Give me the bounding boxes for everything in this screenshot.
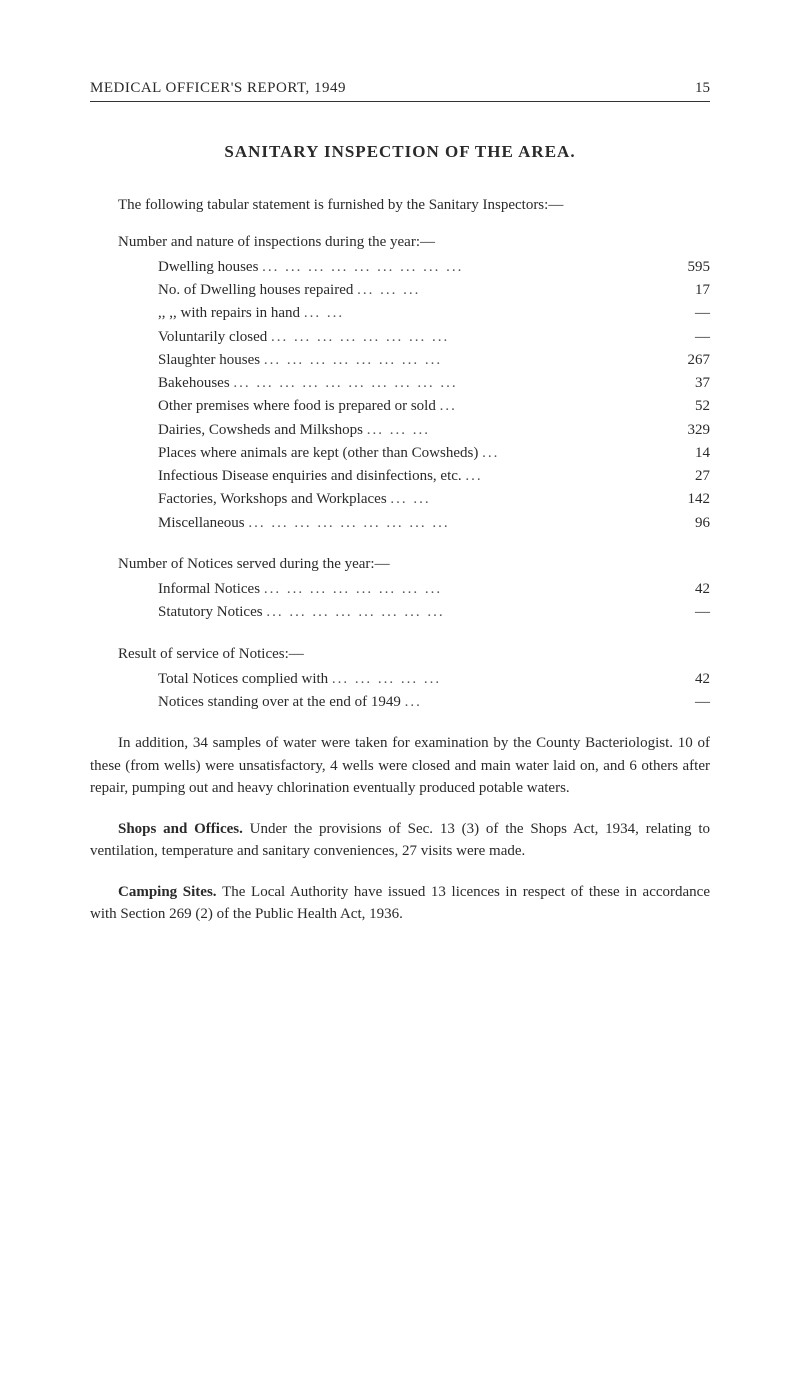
list-item: Miscellaneous ... ... ... ... ... ... ..…: [158, 512, 710, 535]
paragraphs-container: In addition, 34 samples of water were ta…: [90, 732, 710, 926]
list-item: Dwelling houses ... ... ... ... ... ... …: [158, 256, 710, 279]
leader-dots: ... ... ... ... ...: [332, 671, 441, 687]
list-item-value: —: [650, 601, 710, 624]
list-item: Infectious Disease enquiries and disinfe…: [158, 465, 710, 488]
leader-dots: ... ... ... ... ... ... ... ...: [264, 581, 442, 597]
list-item-value: —: [650, 326, 710, 349]
list-item: Informal Notices ... ... ... ... ... ...…: [158, 578, 710, 601]
list-item-label: ,, ,, with repairs in hand ... ...: [158, 302, 650, 325]
list-item-value: 14: [650, 442, 710, 465]
list-item-value: 96: [650, 512, 710, 535]
list-item: Notices standing over at the end of 1949…: [158, 691, 710, 714]
list-item: Slaughter houses ... ... ... ... ... ...…: [158, 349, 710, 372]
list-item-label: Slaughter houses ... ... ... ... ... ...…: [158, 349, 650, 372]
list-item: Dairies, Cowsheds and Milkshops ... ... …: [158, 419, 710, 442]
section-heading: Number and nature of inspections during …: [118, 231, 710, 254]
list-item: ,, ,, with repairs in hand ... ... —: [158, 302, 710, 325]
header-divider: [90, 101, 710, 102]
list-item-value: 52: [650, 395, 710, 418]
sections-container: Number and nature of inspections during …: [90, 231, 710, 715]
leader-dots: ... ... ... ... ... ... ... ...: [264, 352, 442, 368]
page-number: 15: [695, 80, 710, 97]
list-item-label: Dairies, Cowsheds and Milkshops ... ... …: [158, 419, 650, 442]
list-item-label: Places where animals are kept (other tha…: [158, 442, 650, 465]
list-item-value: —: [650, 302, 710, 325]
list-item-value: 595: [650, 256, 710, 279]
list-section: Result of service of Notices:—Total Noti…: [118, 643, 710, 715]
leader-dots: ... ... ... ... ... ... ... ...: [271, 329, 449, 345]
body-paragraph: Shops and Offices. Under the provisions …: [90, 818, 710, 863]
main-title: SANITARY INSPECTION OF THE AREA.: [90, 142, 710, 162]
list-item-label: Factories, Workshops and Workplaces ... …: [158, 488, 650, 511]
list-item-label: Bakehouses ... ... ... ... ... ... ... .…: [158, 372, 650, 395]
list-item-label: Notices standing over at the end of 1949…: [158, 691, 650, 714]
list-item-label: Voluntarily closed ... ... ... ... ... .…: [158, 326, 650, 349]
leader-dots: ...: [405, 694, 422, 710]
list-item-value: —: [650, 691, 710, 714]
intro-paragraph: The following tabular statement is furni…: [90, 194, 710, 217]
body-paragraph: Camping Sites. The Local Authority have …: [90, 881, 710, 926]
list-item: Voluntarily closed ... ... ... ... ... .…: [158, 326, 710, 349]
list-item: Other premises where food is prepared or…: [158, 395, 710, 418]
list-item-label: Total Notices complied with ... ... ... …: [158, 668, 650, 691]
list-section: Number and nature of inspections during …: [118, 231, 710, 535]
list-item-label: Miscellaneous ... ... ... ... ... ... ..…: [158, 512, 650, 535]
leader-dots: ... ...: [390, 491, 430, 507]
leader-dots: ... ... ...: [357, 282, 420, 298]
paragraph-title: Shops and Offices.: [118, 821, 250, 837]
intro-text: The following tabular statement is furni…: [118, 197, 563, 213]
page-header: MEDICAL OFFICER'S REPORT, 1949 15: [90, 80, 710, 97]
leader-dots: ... ... ... ... ... ... ... ... ... ...: [233, 375, 457, 391]
list-item: Bakehouses ... ... ... ... ... ... ... .…: [158, 372, 710, 395]
header-title: MEDICAL OFFICER'S REPORT, 1949: [90, 80, 346, 97]
leader-dots: ... ... ... ... ... ... ... ... ...: [248, 515, 449, 531]
list-item-label: Infectious Disease enquiries and disinfe…: [158, 465, 650, 488]
list-item: Places where animals are kept (other tha…: [158, 442, 710, 465]
section-heading: Number of Notices served during the year…: [118, 553, 710, 576]
list-item-label: No. of Dwelling houses repaired ... ... …: [158, 279, 650, 302]
list-item: Factories, Workshops and Workplaces ... …: [158, 488, 710, 511]
leader-dots: ... ... ... ... ... ... ... ... ...: [262, 259, 463, 275]
list-item: Total Notices complied with ... ... ... …: [158, 668, 710, 691]
list-item: No. of Dwelling houses repaired ... ... …: [158, 279, 710, 302]
body-paragraph: In addition, 34 samples of water were ta…: [90, 732, 710, 800]
list-item-value: 37: [650, 372, 710, 395]
leader-dots: ... ... ...: [367, 422, 430, 438]
leader-dots: ...: [440, 398, 457, 414]
paragraph-text: In addition, 34 samples of water were ta…: [90, 735, 710, 796]
list-item-value: 17: [650, 279, 710, 302]
leader-dots: ...: [482, 445, 499, 461]
list-item-label: Dwelling houses ... ... ... ... ... ... …: [158, 256, 650, 279]
list-item-label: Informal Notices ... ... ... ... ... ...…: [158, 578, 650, 601]
section-heading: Result of service of Notices:—: [118, 643, 710, 666]
list-item-value: 329: [650, 419, 710, 442]
leader-dots: ...: [465, 468, 482, 484]
list-item: Statutory Notices ... ... ... ... ... ..…: [158, 601, 710, 624]
list-item-label: Statutory Notices ... ... ... ... ... ..…: [158, 601, 650, 624]
list-item-value: 142: [650, 488, 710, 511]
list-item-label: Other premises where food is prepared or…: [158, 395, 650, 418]
list-item-value: 42: [650, 578, 710, 601]
leader-dots: ... ...: [304, 305, 344, 321]
paragraph-title: Camping Sites.: [118, 884, 222, 900]
list-item-value: 27: [650, 465, 710, 488]
list-item-value: 267: [650, 349, 710, 372]
list-item-value: 42: [650, 668, 710, 691]
list-section: Number of Notices served during the year…: [118, 553, 710, 625]
leader-dots: ... ... ... ... ... ... ... ...: [266, 604, 444, 620]
